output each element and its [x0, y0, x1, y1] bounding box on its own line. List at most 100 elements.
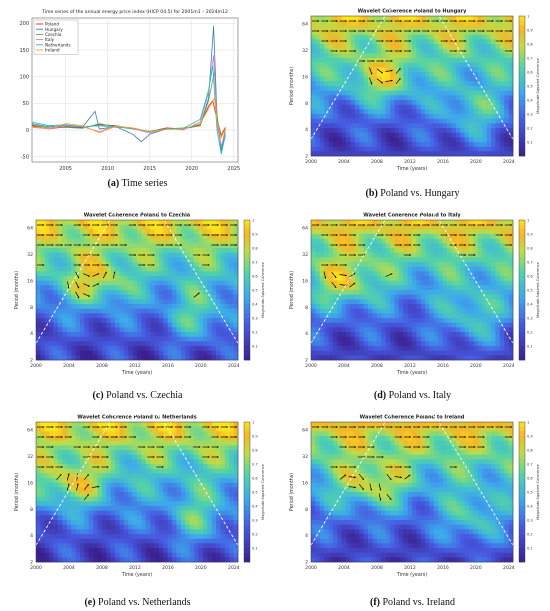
heatmap-cell: [412, 20, 417, 26]
heatmap-cell: [71, 350, 76, 356]
heatmap-cell: [88, 257, 94, 263]
heatmap-cell: [403, 34, 408, 40]
heatmap-cell: [368, 30, 373, 35]
heatmap-cell: [62, 243, 68, 249]
phase-arrow-head: [235, 244, 237, 246]
phase-arrow-head: [105, 271, 107, 274]
heatmap-cell: [88, 243, 94, 249]
heatmap-cell: [350, 62, 356, 68]
heatmap-cell: [36, 262, 41, 267]
heatmap-cell: [202, 280, 208, 286]
heatmap-cell: [44, 548, 50, 553]
phase-arrow-head: [391, 30, 393, 32]
heatmap-cell: [381, 313, 386, 319]
heatmap-cell: [376, 72, 382, 77]
heatmap-cell: [447, 224, 452, 230]
heatmap-cell: [57, 238, 63, 244]
heatmap-cell: [486, 262, 492, 267]
heatmap-cell: [53, 482, 59, 488]
heatmap-cell: [220, 234, 226, 239]
heatmap-cell: [455, 276, 461, 281]
colorbar-frame: [243, 219, 251, 361]
heatmap-cell: [36, 224, 41, 230]
heatmap-cell: [394, 285, 400, 291]
heatmap-cell: [150, 341, 155, 347]
heatmap-cell: [180, 234, 186, 239]
heatmap-cell: [451, 252, 457, 258]
heatmap-cell: [57, 341, 63, 347]
heatmap-cell: [319, 76, 325, 82]
heatmap-cell: [49, 304, 54, 309]
heatmap-cell: [363, 20, 369, 26]
heatmap-cell: [150, 332, 155, 337]
heatmap-cell: [350, 243, 356, 249]
heatmap-cell: [442, 346, 448, 351]
caption-b: (b) Poland vs. Hungary: [275, 188, 550, 199]
heatmap-cell: [354, 355, 360, 361]
heatmap-cell: [132, 350, 138, 356]
heatmap-cell: [491, 327, 496, 333]
heatmap-cell: [311, 30, 316, 35]
heatmap-cell: [172, 304, 177, 309]
heatmap-cell: [390, 285, 395, 291]
heatmap-cell: [123, 276, 129, 281]
heatmap-cell: [44, 492, 50, 497]
heatmap-cell: [451, 346, 457, 351]
heatmap-cell: [354, 104, 360, 110]
heatmap-cell: [311, 151, 316, 157]
heatmap-cell: [328, 285, 334, 291]
heatmap-cell: [150, 304, 155, 309]
heatmap-cell: [216, 299, 221, 305]
heatmap-cell: [416, 290, 422, 295]
heatmap-cell: [508, 346, 514, 351]
heatmap-cell: [110, 252, 116, 258]
heatmap-cell: [473, 67, 479, 73]
heatmap-cell: [376, 104, 382, 110]
heatmap-cell: [315, 308, 321, 314]
heatmap-cell: [172, 220, 177, 225]
heatmap-cell: [438, 146, 444, 152]
heatmap-cell: [66, 271, 72, 277]
heatmap-cell: [469, 81, 474, 87]
heatmap-cell: [337, 114, 343, 119]
heatmap-cell: [451, 95, 457, 101]
heatmap-cell: [354, 234, 360, 239]
heatmap-cell: [394, 142, 400, 147]
heatmap-cell: [469, 308, 474, 314]
heatmap-cell: [211, 257, 217, 263]
heatmap-cell: [363, 30, 369, 35]
heatmap-cell: [44, 543, 50, 549]
phase-arrow-head: [326, 264, 329, 266]
heatmap-cell: [469, 86, 474, 91]
heatmap-cell: [44, 332, 50, 337]
heatmap-cell: [137, 271, 142, 277]
heatmap-cell: [233, 234, 239, 239]
heatmap-cell: [233, 304, 239, 309]
heatmap-cell: [359, 220, 364, 225]
heatmap-cell: [495, 299, 501, 305]
heatmap-cell: [207, 280, 212, 286]
chart-title: Wavelet Coherence Poland to Hungary: [358, 9, 468, 15]
heatmap-cell: [44, 426, 50, 432]
heatmap-cell: [40, 280, 46, 286]
heatmap-cell: [407, 58, 413, 63]
heatmap-cell: [194, 341, 199, 347]
heatmap-cell: [137, 248, 142, 253]
phase-arrow-head: [207, 264, 210, 266]
heatmap-cell: [88, 229, 94, 235]
heatmap-cell: [376, 341, 382, 347]
heatmap-cell: [194, 262, 199, 267]
phase-arrow-head: [97, 234, 100, 236]
heatmap-cell: [40, 257, 46, 263]
heatmap-cell: [40, 510, 46, 516]
heatmap-cell: [36, 322, 41, 328]
heatmap-cell: [407, 146, 413, 152]
heatmap-cell: [53, 294, 59, 300]
heatmap-cell: [376, 67, 382, 73]
heatmap-cell: [477, 86, 483, 91]
heatmap-cell: [328, 30, 334, 35]
heatmap-cell: [368, 118, 373, 124]
heatmap-cell: [150, 313, 155, 319]
heatmap-cell: [407, 294, 413, 300]
heatmap-cell: [495, 48, 501, 54]
